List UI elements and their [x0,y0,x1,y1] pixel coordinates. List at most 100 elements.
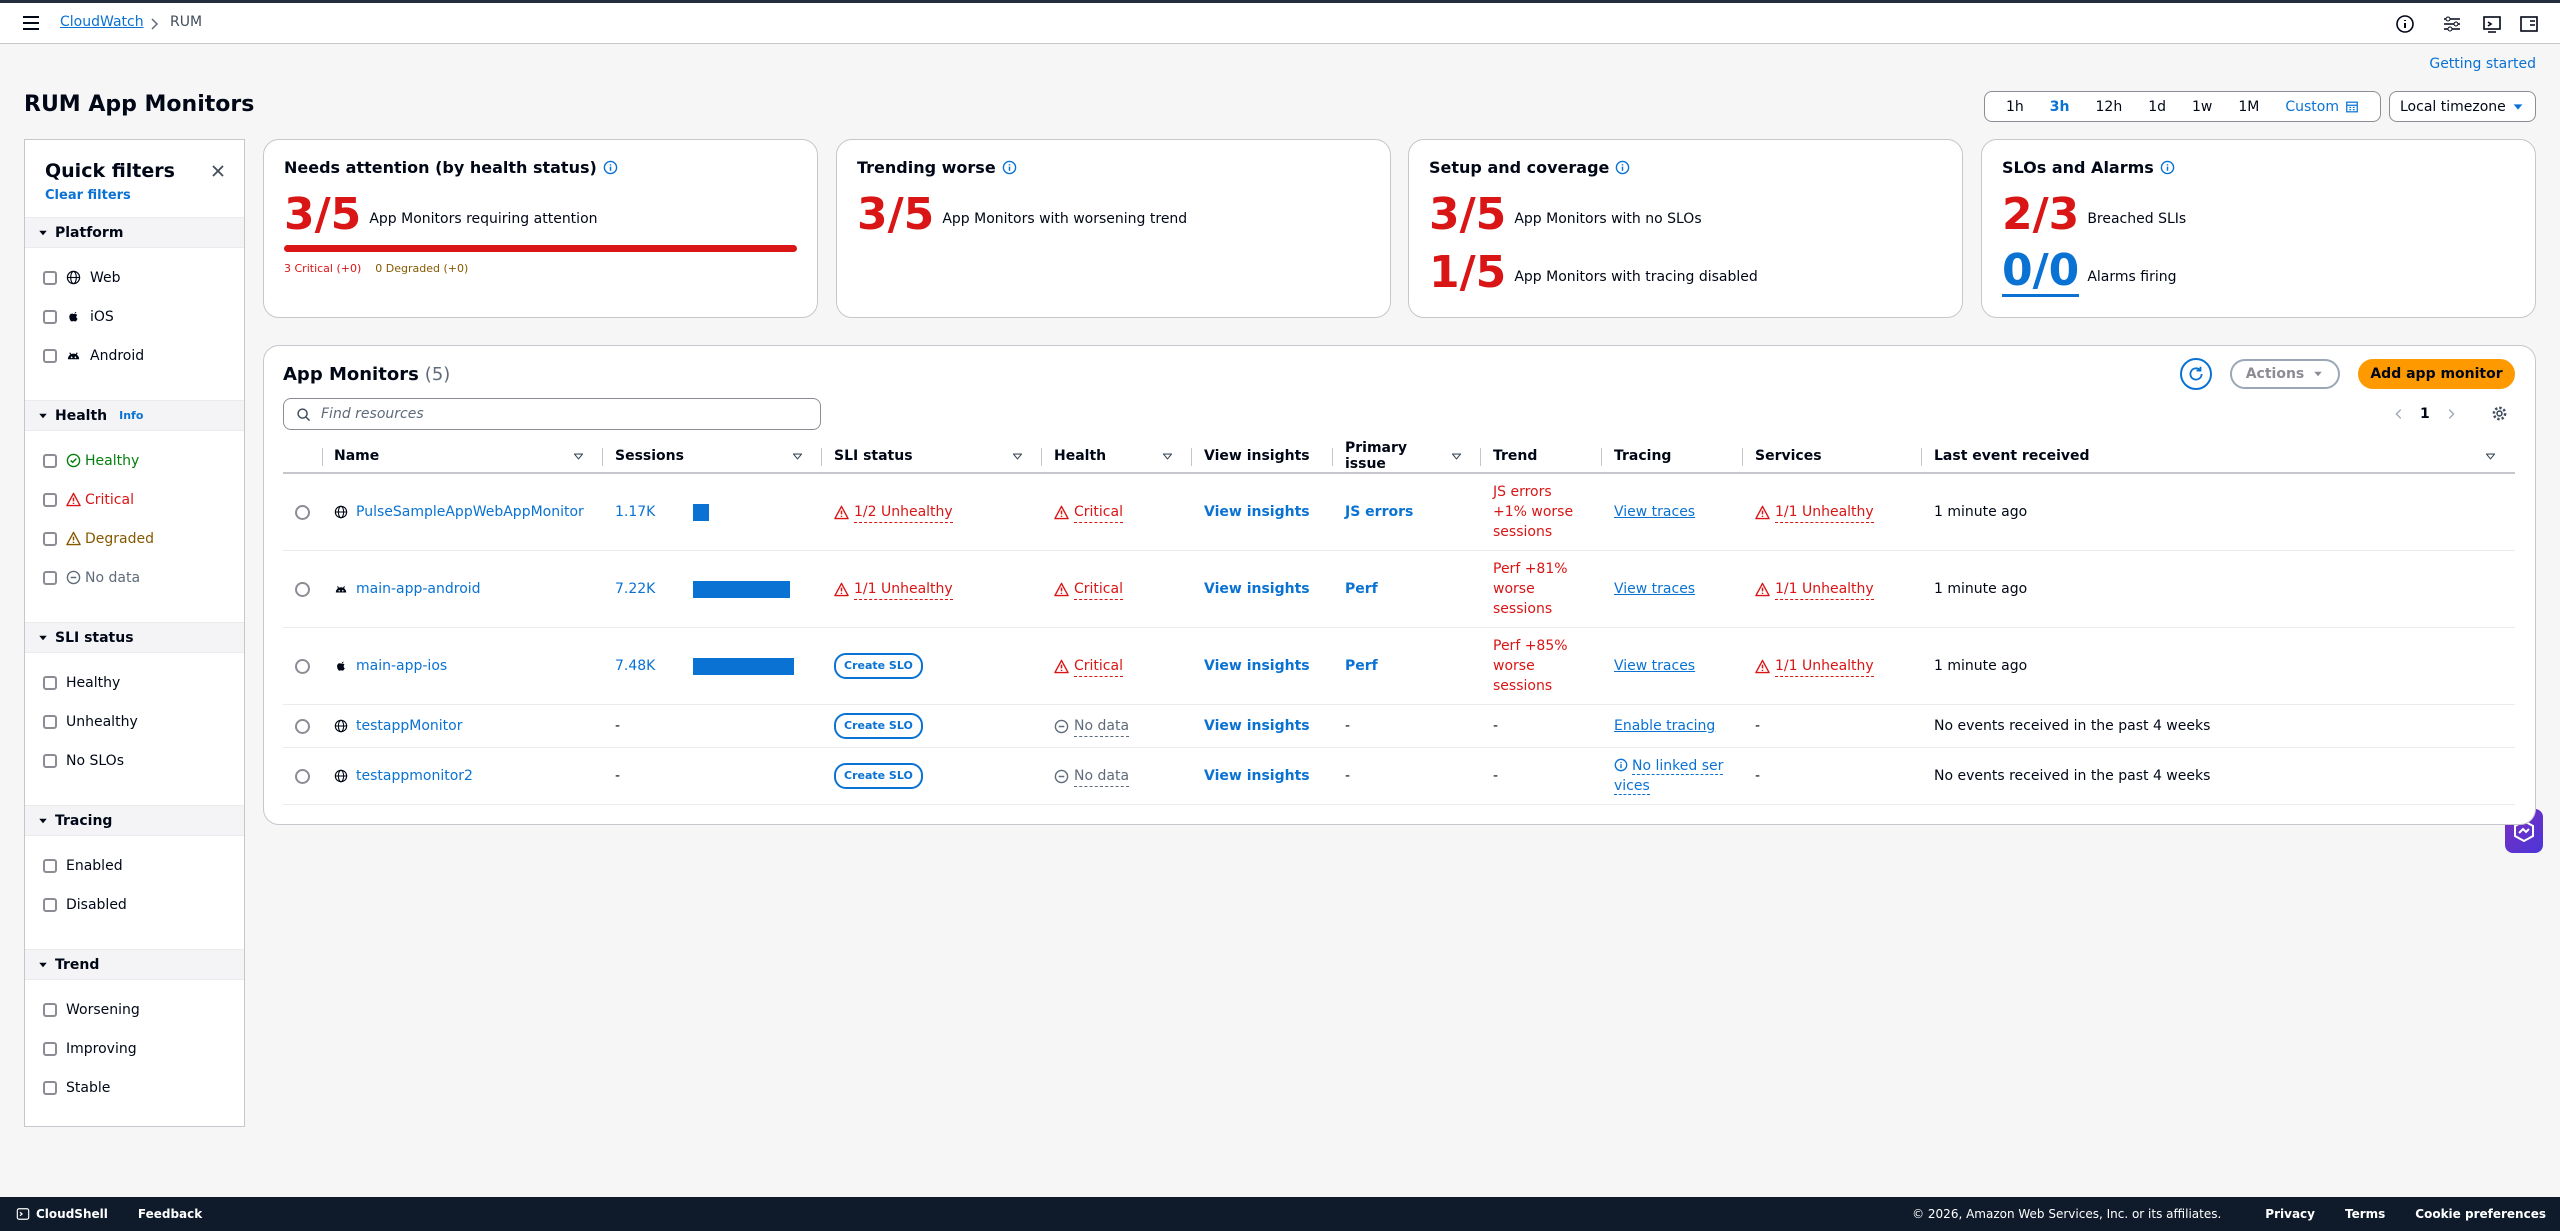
header-cell[interactable]: Primary issue [1333,440,1481,474]
panel-icon[interactable] [2482,14,2502,34]
info-icon[interactable] [2395,14,2415,34]
tracing-link[interactable]: View traces [1614,579,1695,599]
monitor-name-link[interactable]: main-app-ios [356,658,448,674]
footer-link[interactable]: Privacy [2265,1207,2315,1221]
settings-icon[interactable] [2442,14,2462,34]
filter-option[interactable]: No SLOs [25,741,244,780]
checkbox[interactable] [43,453,57,468]
view-insights-link[interactable]: View insights [1204,581,1310,597]
time-range-button[interactable]: 1d [2148,99,2166,115]
status-text[interactable]: 1/1 Unhealthy [1775,656,1874,677]
info-icon[interactable] [2160,160,2175,175]
header-cell[interactable]: SLI status [822,440,1042,474]
filter-option[interactable]: Enabled [25,846,244,885]
checkbox[interactable] [43,531,57,546]
checkbox[interactable] [43,1080,57,1095]
tracing-link[interactable]: View traces [1614,502,1695,522]
checkbox[interactable] [43,858,57,873]
status-text[interactable]: 1/1 Unhealthy [854,579,953,600]
status-text[interactable]: Critical [1074,656,1123,677]
left-icon[interactable] [2392,407,2406,421]
checkbox[interactable] [43,348,57,363]
radio-button[interactable] [295,581,310,597]
status-text[interactable]: 1/2 Unhealthy [854,502,953,523]
checkbox[interactable] [43,753,57,768]
checkbox[interactable] [43,270,57,285]
right-icon[interactable] [2444,407,2458,421]
monitor-name-link[interactable]: main-app-android [356,581,481,597]
header-cell[interactable]: Sessions [603,440,822,474]
status-text[interactable]: Critical [1074,502,1123,523]
help-link[interactable]: Getting started [2429,56,2536,72]
radio-button[interactable] [295,504,310,520]
checkbox[interactable] [43,309,57,324]
tracing-link[interactable]: Enable tracing [1614,716,1715,736]
tracing-link[interactable]: No linked services [1614,756,1731,796]
create-slo-button[interactable]: Create SLO [834,763,923,789]
radio-button[interactable] [295,718,310,734]
filter-group-header[interactable]: Tracing [25,805,244,836]
metric-value[interactable]: 0/0 [2002,244,2080,297]
time-range-button[interactable]: 3h [2050,99,2070,115]
tracing-link[interactable]: View traces [1614,656,1695,676]
primary-issue[interactable]: - [1345,768,1351,784]
filter-option[interactable]: Critical [25,480,244,519]
create-slo-button[interactable]: Create SLO [834,653,923,679]
footer-link[interactable]: CloudShell [16,1207,108,1221]
time-range-button[interactable]: 1h [2006,99,2024,115]
view-insights-link[interactable]: View insights [1204,768,1310,784]
filter-option[interactable]: No data [25,558,244,597]
timezone-select[interactable]: Local timezone [2389,91,2536,122]
filter-group-header[interactable]: SLI status [25,622,244,653]
filter-option[interactable]: Unhealthy [25,702,244,741]
checkbox[interactable] [43,492,57,507]
info-icon[interactable] [603,160,618,175]
footer-link[interactable]: Cookie preferences [2415,1207,2546,1221]
create-slo-button[interactable]: Create SLO [834,713,923,739]
header-cell[interactable]: Health [1042,440,1192,474]
filter-group-header[interactable]: Platform [25,217,244,248]
footer-link[interactable]: Feedback [138,1207,202,1221]
filter-option[interactable]: Worsening [25,990,244,1029]
filter-option[interactable]: Healthy [25,441,244,480]
radio-button[interactable] [295,658,310,674]
filter-option[interactable]: Improving [25,1029,244,1068]
filter-option[interactable]: Web [25,258,244,297]
monitor-name-link[interactable]: testappMonitor [356,718,463,734]
screen-icon[interactable] [2519,14,2539,34]
primary-issue[interactable]: Perf [1345,658,1378,674]
time-range-button[interactable]: 1w [2192,99,2212,115]
header-cell[interactable]: Name [322,440,603,474]
filter-option[interactable]: Android [25,336,244,375]
gear-icon[interactable] [2491,405,2508,422]
filter-group-header[interactable]: Trend [25,949,244,980]
refresh-button[interactable] [2180,358,2212,390]
monitor-name-link[interactable]: testappmonitor2 [356,768,473,784]
filter-option[interactable]: Healthy [25,663,244,702]
primary-issue[interactable]: Perf [1345,581,1378,597]
radio-button[interactable] [295,768,310,784]
add-app-monitor-button[interactable]: Add app monitor [2358,359,2515,389]
status-text[interactable]: No data [1074,716,1130,737]
monitor-name-link[interactable]: PulseSampleAppWebAppMonitor [356,504,584,520]
status-text[interactable]: 1/1 Unhealthy [1775,579,1874,600]
checkbox[interactable] [43,1041,57,1056]
close-icon[interactable] [210,163,226,179]
view-insights-link[interactable]: View insights [1204,504,1310,520]
actions-button[interactable]: Actions [2230,359,2340,389]
checkbox[interactable] [43,714,57,729]
filter-option[interactable]: Disabled [25,885,244,924]
checkbox[interactable] [43,570,57,585]
filter-option[interactable]: Degraded [25,519,244,558]
info-icon[interactable] [1002,160,1017,175]
view-insights-link[interactable]: View insights [1204,718,1310,734]
filter-option[interactable]: Stable [25,1068,244,1107]
filter-option[interactable]: iOS [25,297,244,336]
page-number[interactable]: 1 [2420,406,2430,422]
status-text[interactable]: 1/1 Unhealthy [1775,502,1874,523]
status-text[interactable]: Critical [1074,579,1123,600]
checkbox[interactable] [43,897,57,912]
clear-filters-link[interactable]: Clear filters [45,188,131,203]
search-input[interactable]: Find resources [283,398,821,430]
info-icon[interactable] [1615,160,1630,175]
